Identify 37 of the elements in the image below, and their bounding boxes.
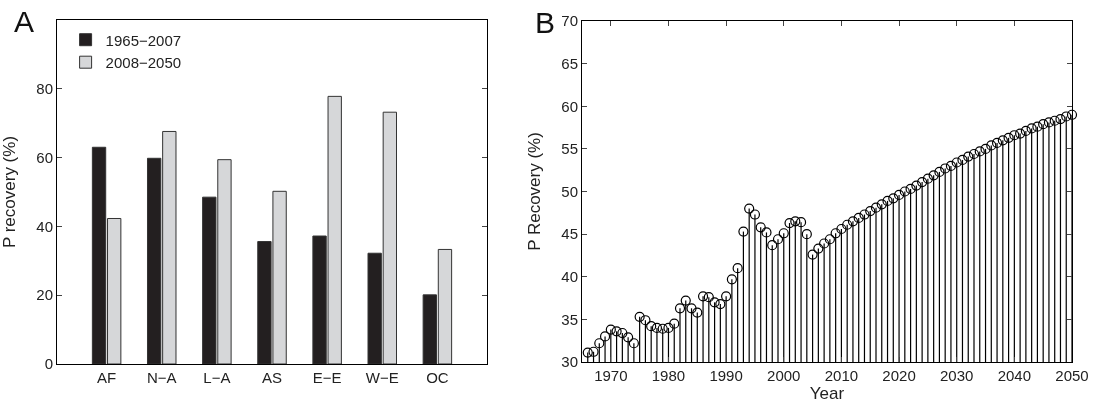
x-tick-label: W−E [365,369,399,386]
y-tick-label: 50 [561,182,578,200]
y-tick-label: 40 [36,217,53,235]
x-tick-label: 2030 [940,367,974,384]
x-tick-label: 1970 [594,367,628,384]
y-tick-label: 30 [561,353,578,371]
text: B [535,6,556,39]
x-tick-label: 2050 [1055,367,1089,384]
y-axis-title: P Recovery (%) [525,132,544,251]
y-tick-label: 35 [561,310,578,328]
x-tick-label: E−E [312,369,342,386]
y-tick-label: 45 [561,225,578,243]
x-tick-label: 1990 [709,367,743,384]
legend-label: 1965−2007 [105,31,182,49]
x-tick-label: OC [426,369,449,386]
x-tick-label: AS [261,369,283,386]
y-tick-label: 60 [36,148,53,166]
y-tick-label: 80 [36,80,53,98]
x-tick-label: N−A [146,369,177,386]
x-tick-label: AF [97,369,117,386]
y-tick-label: 65 [561,54,578,72]
y-axis-title: P recovery (%) [0,135,19,249]
y-tick-label: 70 [561,12,578,30]
y-tick-label: 40 [561,268,578,285]
y-tick-label: 55 [561,140,578,158]
x-tick-label: 1980 [651,367,686,384]
x-axis-title: Year [809,384,845,403]
legend-label: 2008−2050 [105,54,182,72]
text: A [14,5,35,38]
x-tick-label: 2000 [767,367,801,384]
y-tick-label: 60 [561,97,578,115]
y-tick-label: 20 [36,286,53,304]
x-tick-label: 2010 [824,367,859,384]
x-tick-label: 2040 [997,367,1032,384]
x-tick-label: L−A [203,369,231,386]
y-tick-label: 0 [44,355,53,373]
x-tick-label: 2020 [882,367,916,384]
